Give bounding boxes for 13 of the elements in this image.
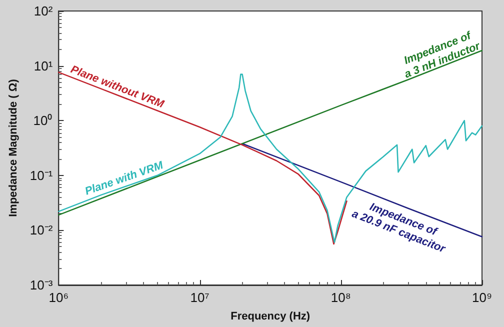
y-tick-label: 10⁰	[33, 113, 53, 128]
x-tick-label: 10⁶	[48, 290, 69, 305]
y-tick-label: 10²	[34, 4, 54, 18]
x-tick-label: 10⁸	[330, 290, 351, 305]
text: Plane with VRM	[84, 159, 166, 198]
y-tick-label: 10⁻³	[30, 278, 54, 292]
y-tick-label: 10¹	[34, 58, 54, 74]
x-axis-title: Frequency (Hz)	[230, 310, 310, 322]
y-tick-label: 10⁻¹	[30, 168, 54, 183]
y-tick-label: 10⁻²	[30, 222, 54, 238]
x-tick-label: 10⁹	[472, 290, 492, 305]
y-axis-title: Impedance Magnitude ( Ω)	[8, 78, 20, 217]
x-tick-label: 10⁷	[190, 290, 210, 305]
